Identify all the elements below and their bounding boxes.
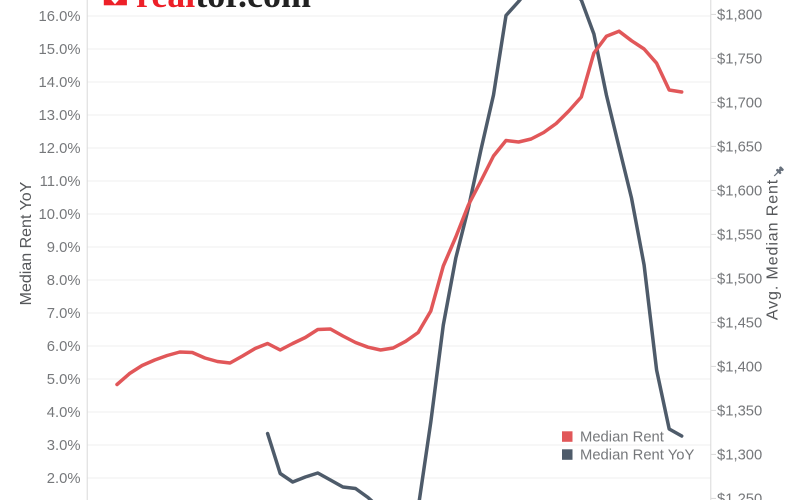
svg-text:7.0%: 7.0% <box>47 306 81 322</box>
svg-text:$1,300: $1,300 <box>717 447 762 463</box>
svg-text:$1,600: $1,600 <box>717 183 762 199</box>
svg-text:$1,800: $1,800 <box>717 7 762 23</box>
svg-text:Median Rent YoY: Median Rent YoY <box>580 448 694 464</box>
svg-text:10.0%: 10.0% <box>39 207 81 223</box>
svg-text:6.0%: 6.0% <box>47 339 81 355</box>
svg-text:3.0%: 3.0% <box>47 438 81 454</box>
svg-text:$1,250: $1,250 <box>717 491 762 500</box>
svg-text:4.0%: 4.0% <box>47 405 81 421</box>
svg-text:Median Rent: Median Rent <box>580 430 664 446</box>
svg-text:2.0%: 2.0% <box>47 471 81 487</box>
svg-text:8.0%: 8.0% <box>47 273 81 289</box>
svg-text:11.0%: 11.0% <box>40 174 81 190</box>
svg-text:Avg. Median Rent: Avg. Median Rent <box>765 179 782 320</box>
svg-text:Median Rent YoY: Median Rent YoY <box>18 181 35 305</box>
svg-text:realtor.com: realtor.com <box>136 0 311 15</box>
svg-text:13.0%: 13.0% <box>39 108 81 124</box>
svg-text:12.0%: 12.0% <box>39 141 81 157</box>
svg-text:$1,750: $1,750 <box>717 51 762 67</box>
svg-text:$1,350: $1,350 <box>717 403 762 419</box>
svg-text:5.0%: 5.0% <box>47 372 81 388</box>
svg-text:$1,500: $1,500 <box>717 271 762 287</box>
svg-text:$1,650: $1,650 <box>717 139 762 155</box>
svg-text:$1,700: $1,700 <box>717 95 762 111</box>
svg-text:14.0%: 14.0% <box>39 75 81 91</box>
svg-text:$1,450: $1,450 <box>717 315 762 331</box>
svg-text:$1,550: $1,550 <box>717 227 762 243</box>
svg-text:9.0%: 9.0% <box>47 240 81 256</box>
svg-text:$1,400: $1,400 <box>717 359 762 375</box>
svg-text:15.0%: 15.0% <box>39 42 81 58</box>
svg-text:16.0%: 16.0% <box>39 9 81 25</box>
